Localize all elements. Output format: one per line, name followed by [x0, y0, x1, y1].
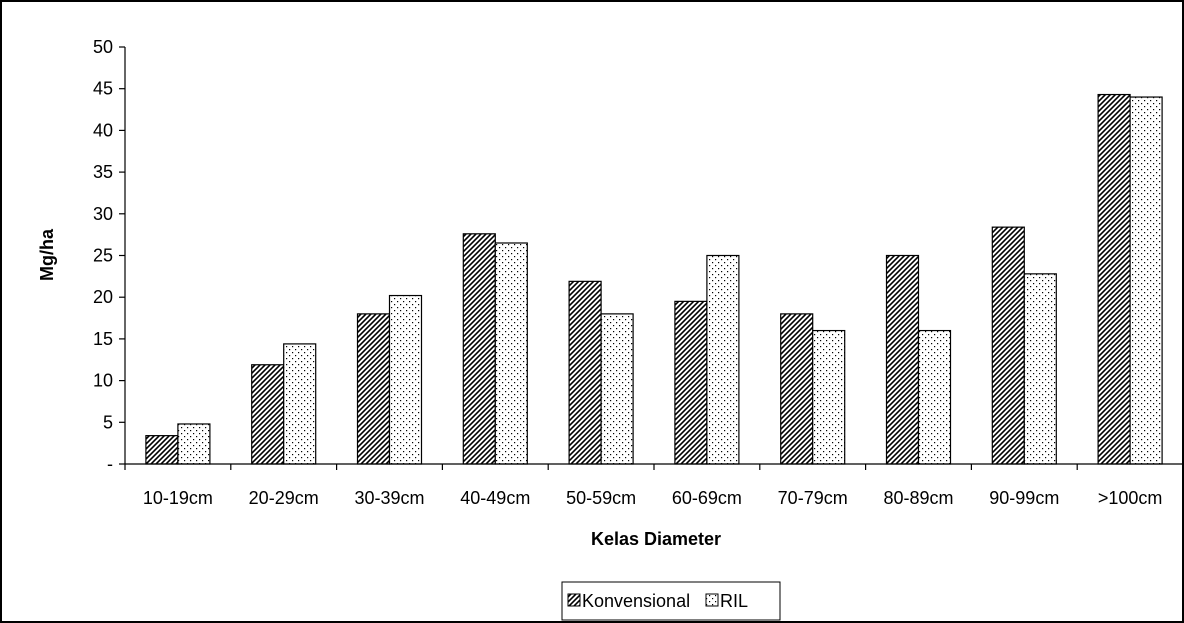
- bar-ril-2: [388, 294, 423, 465]
- x-tick-label-2: 30-39cm: [354, 488, 424, 508]
- legend-swatch-konvensional: [567, 593, 581, 607]
- axes-layer: - 5 10 15 20 25 30 35 40 45 50 10-19cm 20-29cm 30-39c…: [93, 37, 1184, 508]
- x-tick-label-4: 50-59cm: [566, 488, 636, 508]
- x-tick-label-8: 90-99cm: [989, 488, 1059, 508]
- bar-ril-7: [917, 329, 952, 465]
- bar-konvensional-0: [145, 435, 179, 465]
- y-tick-label-5: 25: [93, 246, 113, 266]
- bar-ril-6: [812, 329, 846, 465]
- x-tick-label-3: 40-49cm: [460, 488, 530, 508]
- legend-box: [561, 581, 781, 621]
- bar-ril-3: [494, 242, 528, 465]
- bar-konvensional-2: [356, 313, 391, 465]
- bar-konvensional-9: [1097, 93, 1131, 465]
- bar-ril-8: [1023, 273, 1057, 465]
- y-tick-label-6: 30: [93, 204, 113, 224]
- legend: Konvensional RIL: [561, 581, 781, 621]
- bar-konvensional-7: [885, 254, 920, 465]
- y-tick-label-2: 10: [93, 371, 113, 391]
- bar-ril-5: [706, 254, 740, 465]
- y-tick-label-8: 40: [93, 120, 113, 140]
- y-tick-label-7: 35: [93, 162, 113, 182]
- bar-ril-0: [177, 423, 211, 465]
- bar-ril-4: [600, 313, 634, 465]
- x-tick-label-7: 80-89cm: [883, 488, 953, 508]
- x-axis-title: Kelas Diameter: [591, 529, 721, 549]
- legend-swatch-ril: [705, 593, 719, 607]
- bar-konvensional-8: [991, 226, 1025, 465]
- bar-konvensional-6: [780, 313, 814, 465]
- x-tick-label-0: 10-19cm: [143, 488, 213, 508]
- x-tick-label-5: 60-69cm: [672, 488, 742, 508]
- bar-konvensional-5: [674, 300, 708, 465]
- bar-ril-9: [1129, 96, 1163, 465]
- bar-konvensional-3: [462, 233, 496, 465]
- y-tick-label-10: 50: [93, 37, 113, 57]
- legend-label-konvensional: Konvensional: [582, 591, 690, 611]
- legend-label-ril: RIL: [720, 591, 748, 611]
- y-tick-label-3: 15: [93, 329, 113, 349]
- x-tick-label-6: 70-79cm: [778, 488, 848, 508]
- bars-layer: [145, 93, 1163, 465]
- bar-ril-1: [283, 343, 317, 465]
- y-tick-label-9: 45: [93, 79, 113, 99]
- x-tick-label-1: 20-29cm: [249, 488, 319, 508]
- x-tick-label-9: >100cm: [1098, 488, 1163, 508]
- y-tick-label-4: 20: [93, 287, 113, 307]
- bar-konvensional-1: [251, 364, 285, 465]
- y-tick-label-0: -: [107, 454, 113, 474]
- y-axis-title: Mg/ha: [37, 228, 57, 281]
- y-tick-label-1: 5: [103, 412, 113, 432]
- bar-konvensional-4: [568, 280, 602, 465]
